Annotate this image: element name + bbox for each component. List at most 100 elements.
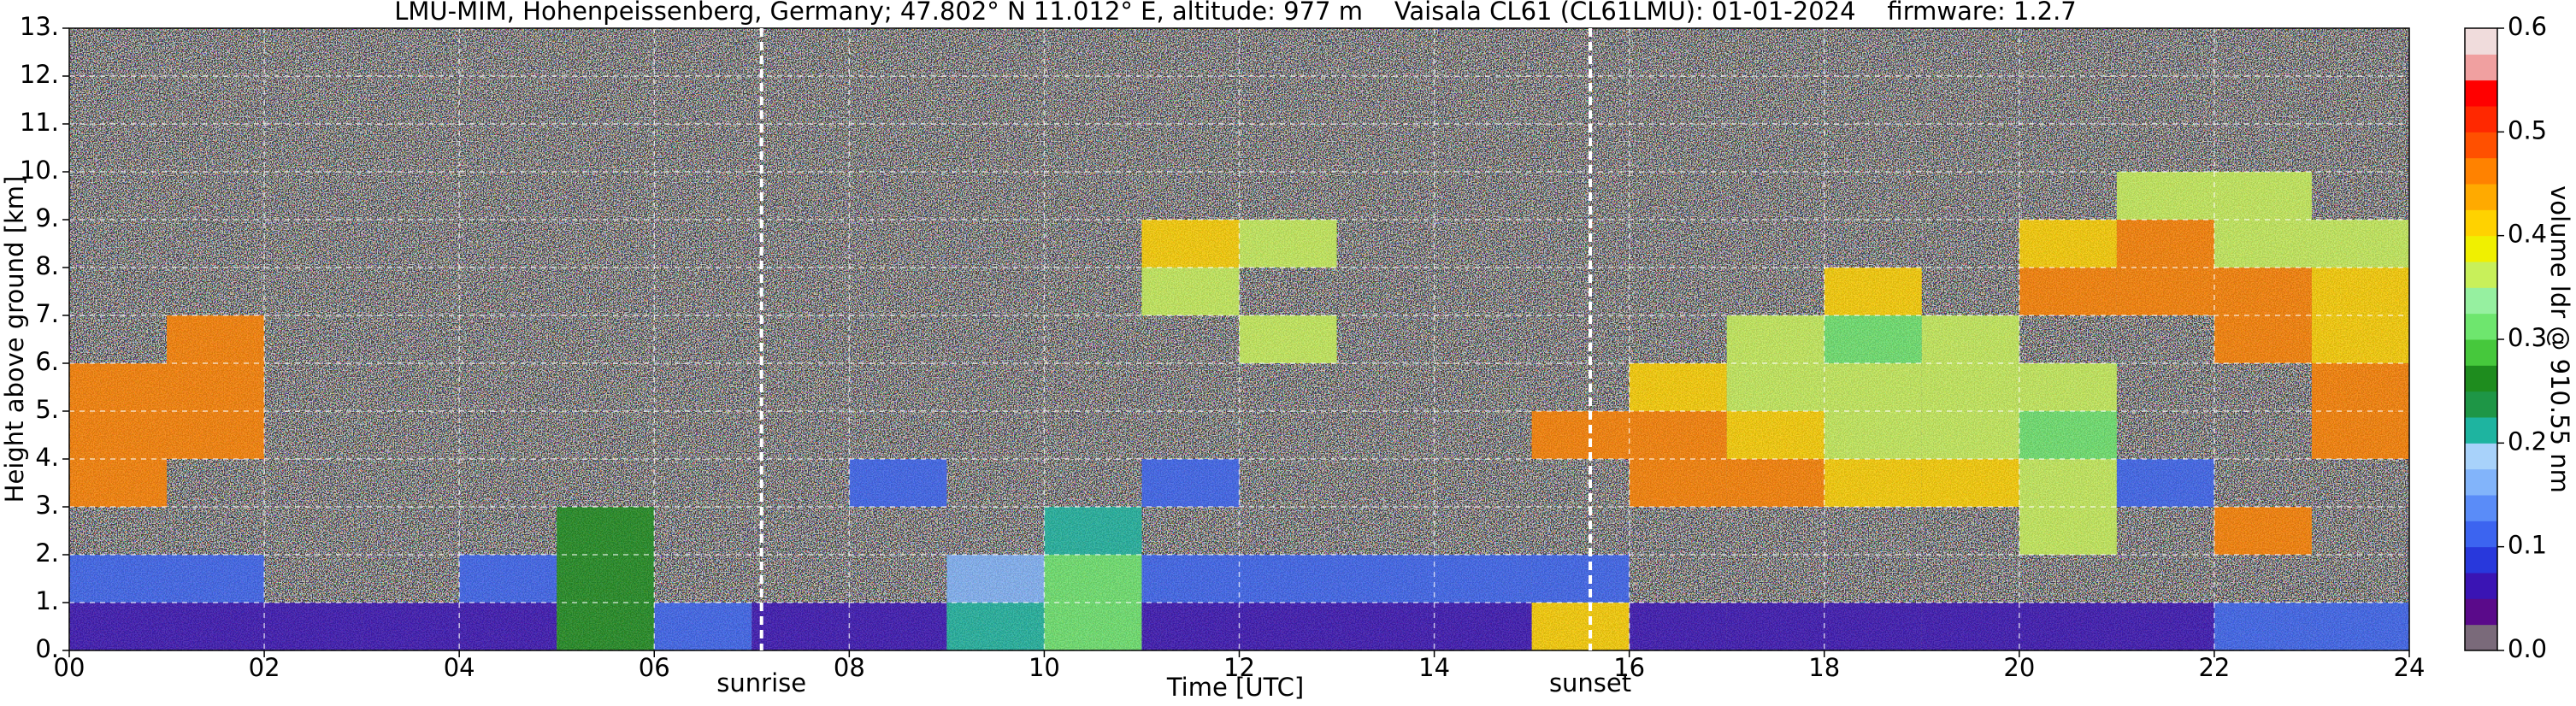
heatmap-cell xyxy=(2019,603,2117,650)
colorbar-band xyxy=(2465,339,2497,366)
heatmap-cell xyxy=(69,555,168,603)
heatmap-cell xyxy=(2311,315,2409,363)
x-tick-label: 08 xyxy=(834,653,865,682)
heatmap-cell xyxy=(2019,268,2117,315)
heatmap-cell xyxy=(1629,411,1727,459)
x-tick-label: 10 xyxy=(1029,653,1060,682)
heatmap-cell xyxy=(2213,507,2312,555)
y-tick-label: 10. xyxy=(20,156,59,185)
heatmap-cell xyxy=(2311,411,2409,459)
annotation-label: sunset xyxy=(1549,668,1631,697)
heatmap-cell xyxy=(2311,268,2409,315)
colorbar-tick-label: 0.1 xyxy=(2508,531,2547,560)
colorbar-tick-label: 0.4 xyxy=(2508,220,2547,249)
colorbar-band xyxy=(2465,262,2497,288)
heatmap-cell xyxy=(1434,555,1532,603)
y-axis-label: Height above ground [km] xyxy=(0,176,29,503)
heatmap-cell xyxy=(1726,459,1824,507)
heatmap-cell xyxy=(1141,603,1240,650)
heatmap-cell xyxy=(1531,411,1630,459)
x-tick-label: 02 xyxy=(249,653,280,682)
heatmap-cell xyxy=(1921,411,2019,459)
heatmap-cell xyxy=(2213,220,2312,268)
heatmap-cell xyxy=(2116,603,2214,650)
colorbar-tick-label: 0.6 xyxy=(2508,12,2547,41)
heatmap-cell xyxy=(2213,603,2312,650)
colorbar-band xyxy=(2465,573,2497,599)
y-tick-label: 13. xyxy=(20,12,59,41)
heatmap-cell xyxy=(2213,172,2312,220)
heatmap-cell xyxy=(849,459,947,507)
x-tick-label: 14 xyxy=(1418,653,1450,682)
heatmap-cell xyxy=(2116,172,2214,220)
heatmap-cell xyxy=(459,555,557,603)
heatmap-cell xyxy=(1044,507,1142,555)
heatmap-cell xyxy=(557,507,655,555)
colorbar-band xyxy=(2465,106,2497,132)
colorbar-band xyxy=(2465,235,2497,262)
y-tick-label: 8. xyxy=(35,251,59,280)
heatmap-cell xyxy=(459,603,557,650)
heatmap-cell xyxy=(1824,459,1922,507)
colorbar-band xyxy=(2465,624,2497,651)
colorbar-band xyxy=(2465,287,2497,315)
heatmap-cell xyxy=(167,363,265,411)
heatmap-cell xyxy=(1726,363,1824,411)
heatmap-cell xyxy=(362,603,460,650)
heatmap-cell xyxy=(946,555,1045,603)
colorbar-band xyxy=(2465,495,2497,521)
heatmap-cell xyxy=(1531,603,1630,650)
heatmap-cell xyxy=(1726,315,1824,363)
colorbar-band xyxy=(2465,313,2497,340)
y-tick-label: 0. xyxy=(35,634,59,663)
heatmap-cell xyxy=(1044,555,1142,603)
colorbar-tick-label: 0.0 xyxy=(2508,634,2547,663)
colorbar-band xyxy=(2465,28,2497,55)
heatmap-cell xyxy=(264,603,363,650)
heatmap-cell xyxy=(752,603,850,650)
heatmap-cell xyxy=(167,555,265,603)
heatmap-cell xyxy=(167,603,265,650)
heatmap-cell xyxy=(2019,507,2117,555)
heatmap-cell xyxy=(167,315,265,363)
x-tick-label: 04 xyxy=(444,653,475,682)
x-tick-label: 18 xyxy=(1808,653,1840,682)
x-tick-label: 20 xyxy=(2003,653,2035,682)
y-tick-label: 2. xyxy=(35,538,59,568)
colorbar-band xyxy=(2465,157,2497,185)
colorbar-band xyxy=(2465,184,2497,210)
colorbar-band xyxy=(2465,521,2497,548)
y-tick-label: 1. xyxy=(35,586,59,615)
heatmap-cell xyxy=(1141,268,1240,315)
y-tick-label: 12. xyxy=(20,60,59,89)
heatmap-cell xyxy=(557,603,655,650)
annotation-label: sunrise xyxy=(716,668,806,697)
heatmap-cell xyxy=(1921,315,2019,363)
colorbar-band xyxy=(2465,443,2497,470)
heatmap-cell xyxy=(1629,363,1727,411)
colorbar-band xyxy=(2465,54,2497,81)
heatmap-cell xyxy=(1141,459,1240,507)
x-tick-label: 00 xyxy=(54,653,85,682)
heatmap-cell xyxy=(2116,220,2214,268)
heatmap-cell xyxy=(849,603,947,650)
heatmap-cell xyxy=(557,555,655,603)
y-tick-label: 7. xyxy=(35,299,59,328)
heatmap-cell xyxy=(2019,411,2117,459)
heatmap-cell xyxy=(2019,363,2117,411)
heatmap-cell xyxy=(946,603,1045,650)
y-tick-label: 6. xyxy=(35,347,59,376)
heatmap-cell xyxy=(1239,315,1337,363)
heatmap-cell xyxy=(1239,555,1337,603)
heatmap-cell xyxy=(1141,555,1240,603)
heatmap-cell xyxy=(1629,459,1727,507)
colorbar-band xyxy=(2465,598,2497,626)
heatmap-cell xyxy=(2311,603,2409,650)
colorbar-tick-label: 0.3 xyxy=(2508,323,2547,352)
heatmap-cell xyxy=(654,603,752,650)
colorbar-band xyxy=(2465,365,2497,392)
colorbar-band xyxy=(2465,209,2497,237)
heatmap-cell xyxy=(1824,315,1922,363)
